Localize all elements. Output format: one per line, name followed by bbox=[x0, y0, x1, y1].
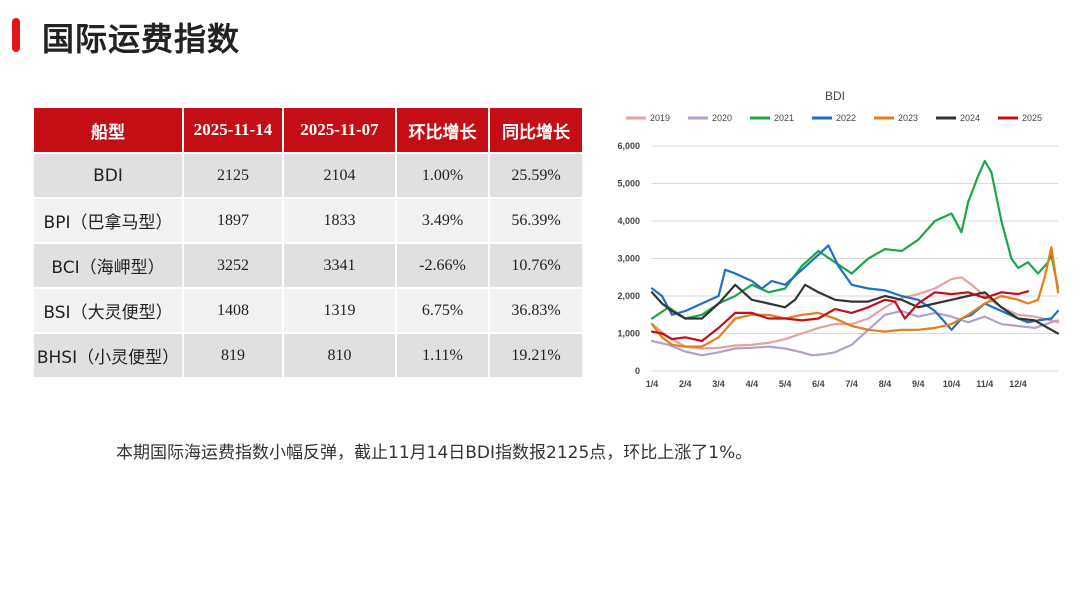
header-yoy-change: 同比增长 bbox=[489, 108, 584, 153]
header-vessel-type: 船型 bbox=[34, 108, 184, 153]
current-value-cell: 819 bbox=[183, 332, 284, 377]
x-tick-label: 3/4 bbox=[712, 379, 725, 389]
bdi-chart-container: BDI 2019 2020 2021 2022 2023 2024 2025 0 1,000 2,0… bbox=[604, 82, 1070, 398]
yoy-change-cell: 56.39% bbox=[489, 197, 584, 243]
vessel-type-cell: BPI（巴拿马型） bbox=[34, 197, 184, 243]
series-line-2022 bbox=[650, 244, 1060, 331]
x-tick-label: 1/4 bbox=[646, 379, 659, 389]
yoy-change-cell: 19.21% bbox=[489, 332, 584, 377]
legend-label: 2020 bbox=[712, 113, 732, 123]
chart-title: BDI bbox=[825, 89, 845, 103]
series-line-2023 bbox=[650, 246, 1060, 348]
wow-change-cell: 1.00% bbox=[396, 152, 490, 198]
x-tick-label: 10/4 bbox=[943, 379, 961, 389]
y-tick-label: 5,000 bbox=[617, 179, 640, 189]
legend-label: 2024 bbox=[960, 113, 980, 123]
table-row: BSI（大灵便型） 1408 1319 6.75% 36.83% bbox=[34, 287, 584, 333]
previous-value-cell: 2104 bbox=[283, 152, 397, 198]
current-value-cell: 2125 bbox=[183, 152, 284, 198]
yoy-change-cell: 25.59% bbox=[489, 152, 584, 198]
vessel-type-cell: BHSI（小灵便型） bbox=[34, 332, 184, 377]
page-title: 国际运费指数 bbox=[42, 21, 241, 57]
wow-change-cell: -2.66% bbox=[396, 242, 490, 288]
y-tick-label: 1,000 bbox=[617, 329, 640, 339]
table-row: BCI（海岬型） 3252 3341 -2.66% 10.76% bbox=[34, 242, 584, 288]
current-value-cell: 1897 bbox=[183, 197, 284, 243]
previous-value-cell: 1319 bbox=[283, 287, 397, 333]
series-line-2025 bbox=[650, 290, 1030, 343]
x-tick-label: 8/4 bbox=[879, 379, 892, 389]
previous-value-cell: 3341 bbox=[283, 242, 397, 288]
wow-change-cell: 3.49% bbox=[396, 197, 490, 243]
legend-label: 2022 bbox=[836, 113, 856, 123]
legend-label: 2019 bbox=[650, 113, 670, 123]
previous-value-cell: 1833 bbox=[283, 197, 397, 243]
y-tick-label: 2,000 bbox=[617, 291, 640, 301]
y-tick-label: 3,000 bbox=[617, 254, 640, 264]
table-row: BDI 2125 2104 1.00% 25.59% bbox=[34, 152, 584, 198]
legend-label: 2025 bbox=[1022, 113, 1042, 123]
legend-label: 2023 bbox=[898, 113, 918, 123]
vessel-type-cell: BDI bbox=[34, 152, 184, 198]
current-value-cell: 1408 bbox=[183, 287, 284, 333]
y-tick-label: 4,000 bbox=[617, 216, 640, 226]
freight-index-table: 船型 2025-11-14 2025-11-07 环比增长 同比增长 BDI 2… bbox=[34, 108, 584, 377]
table-header-row: 船型 2025-11-14 2025-11-07 环比增长 同比增长 bbox=[34, 108, 584, 153]
series-line-2021 bbox=[650, 159, 1060, 320]
current-value-cell: 3252 bbox=[183, 242, 284, 288]
vessel-type-cell: BSI（大灵便型） bbox=[34, 287, 184, 333]
wow-change-cell: 6.75% bbox=[396, 287, 490, 333]
title-accent-bar bbox=[12, 18, 20, 52]
series-line-2020 bbox=[650, 309, 1060, 357]
yoy-change-cell: 10.76% bbox=[489, 242, 584, 288]
summary-caption: 本期国际海运费指数小幅反弹，截止11月14日BDI指数报2125点，环比上涨了1… bbox=[116, 443, 753, 463]
x-tick-label: 9/4 bbox=[912, 379, 925, 389]
header-date-previous: 2025-11-07 bbox=[283, 108, 397, 153]
table-row: BHSI（小灵便型） 819 810 1.11% 19.21% bbox=[34, 332, 584, 377]
series-line-2024 bbox=[650, 283, 1060, 335]
x-tick-label: 12/4 bbox=[1009, 379, 1027, 389]
header-date-current: 2025-11-14 bbox=[183, 108, 284, 153]
wow-change-cell: 1.11% bbox=[396, 332, 490, 377]
previous-value-cell: 810 bbox=[283, 332, 397, 377]
x-tick-label: 2/4 bbox=[679, 379, 692, 389]
bdi-line-chart: BDI 2019 2020 2021 2022 2023 2024 2025 0 1,000 2,0… bbox=[617, 89, 1060, 389]
header-wow-change: 环比增长 bbox=[396, 108, 490, 153]
x-tick-label: 4/4 bbox=[746, 379, 759, 389]
x-tick-label: 11/4 bbox=[976, 379, 993, 389]
x-tick-label: 6/4 bbox=[812, 379, 825, 389]
y-tick-label: 6,000 bbox=[617, 141, 640, 151]
table-row: BPI（巴拿马型） 1897 1833 3.49% 56.39% bbox=[34, 197, 584, 243]
vessel-type-cell: BCI（海岬型） bbox=[34, 242, 184, 288]
legend-label: 2021 bbox=[774, 113, 794, 123]
x-tick-label: 7/4 bbox=[845, 379, 858, 389]
y-tick-label: 0 bbox=[635, 366, 640, 376]
x-tick-label: 5/4 bbox=[779, 379, 792, 389]
yoy-change-cell: 36.83% bbox=[489, 287, 584, 333]
